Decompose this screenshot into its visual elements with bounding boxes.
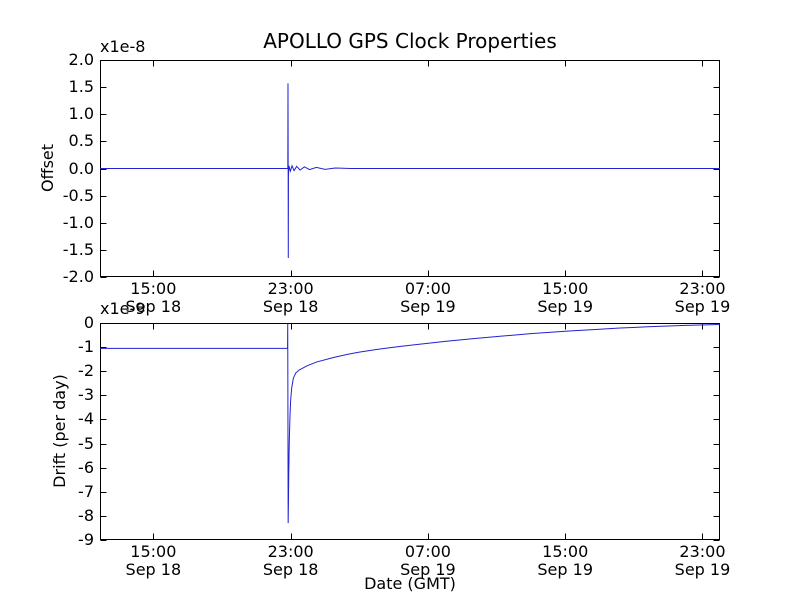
y-tick-label: 1.5 — [68, 77, 94, 97]
y-tick-label: 2.0 — [68, 50, 94, 69]
y-tick-label: -0.5 — [62, 185, 94, 205]
y-tick-label: -2.0 — [62, 267, 94, 286]
offset-plot-area — [100, 60, 720, 278]
y-tick-label: -2 — [78, 361, 94, 381]
y-tick-label: 0.0 — [68, 158, 94, 178]
y-scale-offset-label-bottom: x1e-9 — [100, 299, 146, 318]
y-axis-label-drift: Drift (per day) — [50, 374, 69, 488]
drift-plot-area — [100, 323, 720, 541]
x-tick-label: 15:00 Sep 18 — [125, 542, 182, 579]
x-tick-label: 23:00 Sep 18 — [262, 542, 319, 579]
x-axis-label: Date (GMT) — [364, 574, 456, 593]
y-tick-label: 0 — [83, 313, 94, 332]
clock-offset-line — [100, 83, 720, 259]
y-tick-label: -1.5 — [62, 239, 94, 259]
chart-title: APOLLO GPS Clock Properties — [263, 29, 557, 53]
y-tick-label: -4 — [78, 409, 94, 429]
y-tick-label: 0.5 — [68, 131, 94, 151]
clock-drift-line — [100, 323, 720, 524]
x-tick-label: 07:00 Sep 19 — [400, 279, 456, 316]
y-tick-label: -1 — [78, 337, 94, 357]
x-tick-label: 23:00 Sep 19 — [674, 279, 731, 316]
x-tick-label: 15:00 Sep 19 — [537, 279, 593, 316]
x-tick-label: 23:00 Sep 19 — [674, 542, 731, 579]
y-tick-label: -9 — [78, 530, 94, 549]
y-scale-offset-label-top: x1e-8 — [100, 37, 146, 56]
x-tick-label: 23:00 Sep 18 — [262, 279, 319, 316]
y-tick-label: -1.0 — [62, 212, 94, 232]
x-tick-label: 15:00 Sep 19 — [537, 542, 593, 579]
plot-border — [100, 323, 720, 540]
x-tick-label: 07:00 Sep 19 — [400, 542, 456, 579]
y-tick-label: -5 — [78, 433, 94, 453]
y-tick-label: -8 — [78, 505, 94, 525]
x-tick-label: 15:00 Sep 18 — [125, 279, 182, 316]
y-tick-label: 1.0 — [68, 104, 94, 124]
y-tick-label: -3 — [78, 385, 94, 405]
y-tick-label: -7 — [78, 481, 94, 501]
y-tick-label: -6 — [78, 457, 94, 477]
